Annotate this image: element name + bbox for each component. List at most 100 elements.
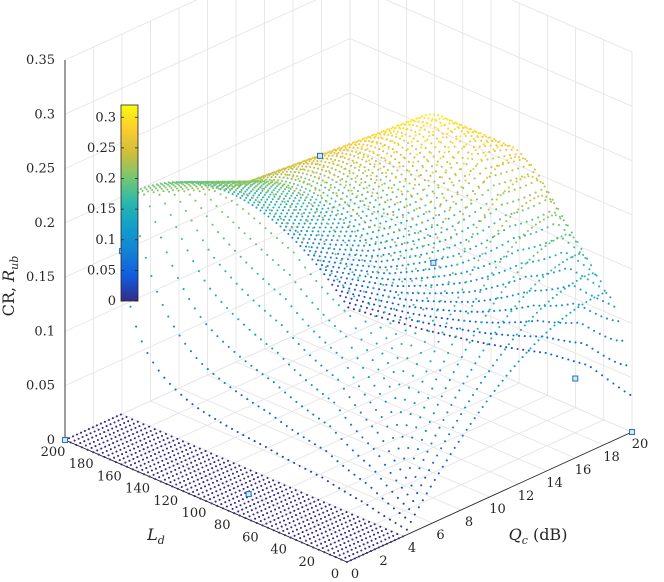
data-point xyxy=(379,142,382,145)
data-point xyxy=(296,231,299,234)
data-point xyxy=(256,511,259,514)
data-point xyxy=(345,230,348,233)
data-point xyxy=(292,182,295,185)
data-point xyxy=(171,450,174,453)
data-point xyxy=(252,513,255,516)
data-point xyxy=(220,492,224,495)
data-point xyxy=(401,216,405,219)
data-point xyxy=(486,239,489,242)
data-point xyxy=(327,514,330,517)
data-point xyxy=(314,359,317,362)
data-point xyxy=(421,499,424,502)
data-point xyxy=(562,261,565,264)
data-point xyxy=(369,174,372,177)
data-point xyxy=(484,252,487,255)
data-point xyxy=(415,363,418,366)
data-point xyxy=(193,445,196,448)
data-point xyxy=(269,212,272,215)
data-point xyxy=(337,189,340,192)
data-point xyxy=(283,509,286,512)
data-point xyxy=(403,256,406,260)
data-point xyxy=(431,134,435,137)
data-point xyxy=(498,140,501,143)
data-point xyxy=(229,386,232,389)
data-point xyxy=(256,177,259,180)
data-point xyxy=(318,336,321,339)
data-point xyxy=(319,259,322,262)
data-point xyxy=(368,244,371,247)
data-point xyxy=(453,304,456,307)
data-point xyxy=(329,553,332,556)
data-point xyxy=(444,440,447,443)
data-point xyxy=(244,517,247,520)
data-point xyxy=(173,443,176,447)
x-tick-label: 16 xyxy=(575,463,592,478)
data-point xyxy=(224,270,227,273)
data-point xyxy=(354,327,357,330)
data-point xyxy=(207,493,210,496)
data-point xyxy=(357,454,360,457)
data-point xyxy=(329,214,332,217)
data-point xyxy=(328,528,331,531)
data-point xyxy=(331,154,334,157)
data-point xyxy=(525,320,528,323)
data-point xyxy=(124,436,127,439)
data-point xyxy=(300,405,304,408)
data-point xyxy=(393,459,396,462)
data-point xyxy=(359,254,362,257)
data-point xyxy=(510,212,513,215)
data-point xyxy=(215,205,218,208)
data-point xyxy=(263,180,266,183)
data-point xyxy=(174,388,177,391)
data-point xyxy=(290,194,293,197)
data-point xyxy=(569,234,572,237)
data-point xyxy=(251,196,254,199)
data-point xyxy=(413,231,416,235)
data-point xyxy=(151,188,154,191)
wall-gridline-z xyxy=(64,0,633,61)
data-point xyxy=(440,231,443,234)
data-point xyxy=(307,169,310,172)
data-point xyxy=(365,306,368,309)
data-point xyxy=(402,235,405,238)
data-point xyxy=(424,147,427,150)
data-point xyxy=(396,496,399,499)
data-point xyxy=(272,173,275,176)
data-point xyxy=(290,526,293,529)
data-point xyxy=(318,163,321,166)
data-point xyxy=(393,251,396,254)
data-point xyxy=(437,129,440,132)
data-point xyxy=(533,168,536,171)
data-point xyxy=(108,433,111,436)
data-point xyxy=(137,435,140,438)
data-point xyxy=(279,217,282,220)
data-point xyxy=(359,534,362,537)
data-point xyxy=(230,427,234,430)
data-point xyxy=(396,533,399,536)
data-point xyxy=(92,451,95,454)
data-point xyxy=(150,469,153,472)
data-point xyxy=(529,335,532,338)
data-point xyxy=(387,147,390,151)
data-point xyxy=(376,270,379,273)
data-point xyxy=(428,113,432,116)
data-point xyxy=(122,457,125,460)
data-point xyxy=(316,544,319,547)
data-point xyxy=(374,242,377,245)
data-point xyxy=(347,540,350,543)
data-point xyxy=(122,432,125,435)
data-point xyxy=(540,248,543,251)
data-point xyxy=(586,278,589,281)
data-point xyxy=(301,165,304,168)
data-point xyxy=(252,478,255,481)
data-point xyxy=(489,395,492,398)
data-point xyxy=(310,246,313,249)
data-point xyxy=(535,274,539,277)
data-point xyxy=(401,146,404,149)
data-point xyxy=(333,325,336,328)
data-point xyxy=(448,433,451,436)
data-point xyxy=(498,309,501,312)
data-point xyxy=(332,265,335,268)
data-point xyxy=(519,178,522,181)
data-point xyxy=(352,225,355,228)
